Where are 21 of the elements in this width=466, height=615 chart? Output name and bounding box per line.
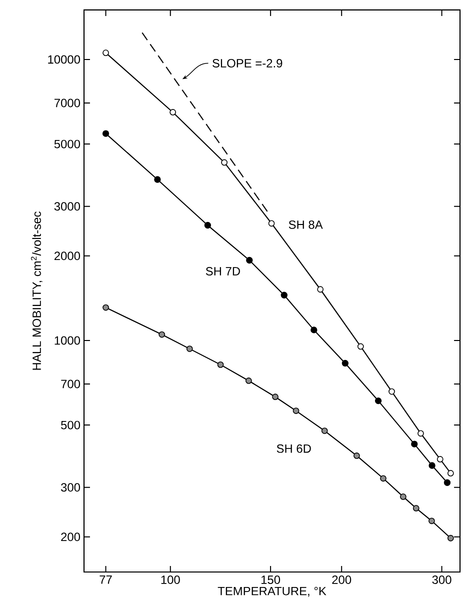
y-tick-label: 700 xyxy=(61,380,80,388)
x-tick-label: 150 xyxy=(261,576,280,584)
y-tick-label: 3000 xyxy=(54,202,80,211)
series-label: SH 7D xyxy=(206,267,240,276)
y-tick-label: 1000 xyxy=(54,336,80,345)
y-tick-label: 300 xyxy=(61,483,80,492)
x-tick-label: 100 xyxy=(161,576,180,584)
y-axis-title: HALL MOBILITY, cm$^{2}$/volt-sec xyxy=(30,212,42,370)
x-tick-label: 200 xyxy=(332,576,352,584)
x-axis-title: TEMPERATURE, °K xyxy=(218,586,326,597)
annotation: SLOPE =-2.9 xyxy=(212,59,282,68)
y-tick-label: 500 xyxy=(61,420,80,430)
y-tick-label: 10000 xyxy=(48,55,80,64)
x-tick-label: 77 xyxy=(100,576,112,584)
x-tick-label: 300 xyxy=(432,576,452,584)
series-label: SH 8A xyxy=(288,220,323,229)
y-tick-label: 200 xyxy=(61,532,80,542)
y-tick-label: 2000 xyxy=(54,252,80,260)
y-tick-label: 5000 xyxy=(54,140,80,148)
series-label: SH 6D xyxy=(276,444,311,453)
y-tick-label: 7000 xyxy=(54,98,80,108)
